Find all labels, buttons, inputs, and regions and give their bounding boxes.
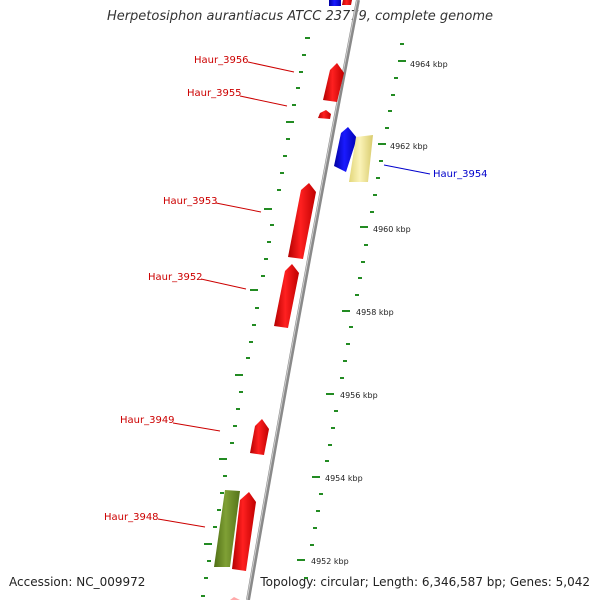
scale-label-4960: 4960 kbp [373, 225, 411, 234]
scale-label-4958: 4958 kbp [356, 308, 394, 317]
gene-clipped-bottom [230, 597, 240, 600]
gene-haur-3949 [250, 419, 269, 455]
gene-clipped-blue [329, 0, 341, 6]
scale-label-4962: 4962 kbp [390, 142, 428, 151]
gene-haur-3952 [274, 264, 299, 328]
gene-label-haur-3948: Haur_3948 [104, 512, 159, 523]
map-title: Herpetosiphon aurantiacus ATCC 23779, co… [106, 9, 494, 24]
gene-haur-3948-red [232, 492, 256, 571]
inner-tick-track [201, 37, 310, 597]
scale-label-4954: 4954 kbp [325, 474, 363, 483]
gene-haur-3954-blue [334, 127, 357, 172]
gene-label-haur-3953: Haur_3953 [163, 196, 218, 207]
gene-clipped-red [342, 0, 352, 5]
accession-text: Accession: NC_009972 [9, 575, 146, 589]
gene-haur-3953 [288, 183, 316, 259]
gene-haur-3955 [318, 110, 331, 119]
gene-label-haur-3949: Haur_3949 [120, 415, 175, 426]
scale-label-4956: 4956 kbp [340, 391, 378, 400]
leader-lines [157, 61, 431, 528]
gene-haur-3954-yellow [349, 135, 373, 182]
gene-label-haur-3954: Haur_3954 [433, 169, 488, 180]
gene-haur-3948-olive [214, 490, 240, 567]
gene-label-haur-3952: Haur_3952 [148, 272, 203, 283]
outer-scale-track [297, 43, 406, 579]
backbone-line [246, 0, 360, 600]
scale-label-4964: 4964 kbp [410, 60, 448, 69]
gene-label-haur-3956: Haur_3956 [194, 55, 249, 66]
gene-label-haur-3955: Haur_3955 [187, 88, 242, 99]
gene-haur-3956 [323, 63, 344, 102]
scale-label-4952: 4952 kbp [311, 557, 349, 566]
genome-stats-text: Topology: circular; Length: 6,346,587 bp… [260, 575, 590, 589]
